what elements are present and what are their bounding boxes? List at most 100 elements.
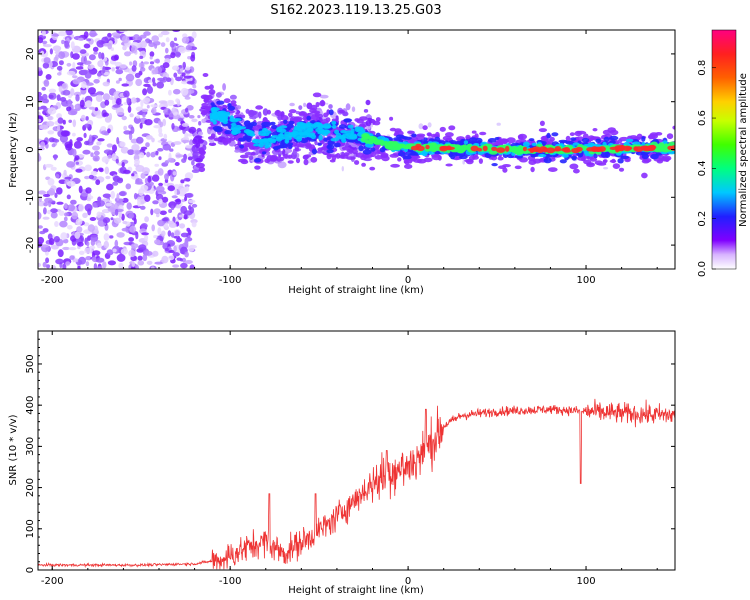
heatmap-cell bbox=[633, 146, 639, 152]
heatmap-cell bbox=[545, 147, 556, 154]
heatmap-cell bbox=[88, 106, 96, 110]
heatmap-cell bbox=[118, 30, 128, 33]
heatmap-cell bbox=[103, 233, 110, 241]
heatmap-cell bbox=[145, 142, 150, 148]
heatmap-cell bbox=[57, 249, 64, 258]
heatmap-cell bbox=[48, 238, 55, 246]
heatmap-cell bbox=[264, 144, 269, 149]
heatmap-cell bbox=[223, 140, 229, 146]
heatmap-cell bbox=[73, 91, 82, 97]
heatmap-cell bbox=[57, 117, 64, 124]
heatmap-cell bbox=[186, 80, 195, 85]
heatmap-cell bbox=[478, 158, 483, 164]
heatmap-cell bbox=[66, 225, 73, 230]
heatmap-cell bbox=[59, 97, 67, 102]
heatmap-cell bbox=[283, 119, 288, 125]
y-tick-label: 0 bbox=[25, 146, 36, 152]
heatmap-cell bbox=[105, 202, 112, 207]
heatmap-cell bbox=[38, 111, 41, 117]
heatmap-cell bbox=[184, 184, 190, 188]
heatmap-cell bbox=[452, 151, 458, 157]
heatmap-cell bbox=[135, 78, 143, 87]
heatmap-cell bbox=[497, 156, 504, 161]
heatmap-cell bbox=[131, 45, 138, 54]
heatmap-cell bbox=[53, 236, 60, 243]
heatmap-cell bbox=[88, 174, 94, 180]
heatmap-cell bbox=[54, 221, 59, 227]
heatmap-cell bbox=[216, 100, 225, 105]
heatmap-cell bbox=[246, 130, 255, 136]
heatmap-cell bbox=[38, 37, 44, 44]
heatmap-cell bbox=[255, 105, 263, 110]
heatmap-cell bbox=[47, 209, 52, 215]
heatmap-cell bbox=[166, 101, 175, 106]
heatmap-cell bbox=[138, 62, 145, 69]
heatmap-cell bbox=[335, 132, 342, 138]
heatmap-cell bbox=[365, 119, 372, 127]
heatmap-cell bbox=[56, 124, 61, 132]
heatmap-cell bbox=[595, 138, 602, 143]
heatmap-cell bbox=[169, 40, 175, 48]
heatmap-cell bbox=[80, 114, 86, 121]
heatmap-cell bbox=[119, 141, 126, 147]
heatmap-cell bbox=[425, 144, 430, 150]
heatmap-cell bbox=[229, 94, 237, 100]
heatmap-cell bbox=[58, 210, 65, 216]
heatmap-cell bbox=[116, 98, 122, 105]
heatmap-cell bbox=[258, 111, 262, 119]
heatmap-cell bbox=[195, 162, 205, 168]
heatmap-cell bbox=[102, 65, 106, 74]
heatmap-cell bbox=[519, 157, 528, 163]
heatmap-cell bbox=[59, 134, 68, 143]
heatmap-cell bbox=[49, 48, 54, 55]
heatmap-cell bbox=[183, 75, 192, 79]
heatmap-cell bbox=[319, 94, 329, 99]
heatmap-cell bbox=[365, 99, 371, 106]
y-tick-label: 100 bbox=[25, 519, 36, 538]
heatmap-cell bbox=[63, 169, 67, 176]
heatmap-cell bbox=[48, 94, 54, 99]
colorbar-ticks: 0.0 0.2 0.4 0.6 0.8 bbox=[697, 60, 716, 277]
heatmap-cell bbox=[72, 119, 77, 128]
heatmap-cell bbox=[154, 239, 161, 245]
heatmap-cell bbox=[137, 111, 145, 116]
heatmap-cell bbox=[636, 133, 643, 140]
heatmap-cell bbox=[350, 128, 355, 135]
heatmap-cell bbox=[130, 97, 137, 104]
heatmap-cell bbox=[169, 148, 174, 152]
heatmap-cell bbox=[140, 172, 146, 179]
heatmap-cell bbox=[582, 133, 589, 140]
heatmap-cell bbox=[160, 30, 170, 36]
heatmap-cell bbox=[96, 211, 102, 218]
heatmap-cell bbox=[195, 135, 203, 139]
heatmap-cell bbox=[95, 114, 104, 119]
heatmap-cell bbox=[158, 126, 163, 135]
x-tick-label: 0 bbox=[405, 576, 411, 587]
heatmap-cell bbox=[127, 105, 132, 113]
heatmap-cell bbox=[173, 141, 182, 145]
heatmap-cell bbox=[191, 31, 197, 39]
y-tick-label: 300 bbox=[25, 437, 36, 456]
heatmap-cell bbox=[429, 142, 438, 148]
heatmap-cell bbox=[154, 43, 158, 49]
heatmap-cell bbox=[168, 89, 172, 96]
heatmap-cell bbox=[84, 123, 90, 128]
heatmap-cell bbox=[50, 244, 59, 250]
heatmap-cell bbox=[359, 116, 368, 121]
heatmap-cell bbox=[204, 96, 210, 102]
heatmap-cell bbox=[125, 73, 135, 82]
heatmap-cell bbox=[261, 124, 266, 129]
heatmap-cell bbox=[58, 85, 63, 93]
heatmap-cell bbox=[62, 238, 69, 244]
heatmap-cell bbox=[134, 181, 144, 185]
heatmap-cell bbox=[201, 118, 207, 124]
heatmap-cell bbox=[367, 139, 374, 145]
heatmap-cell bbox=[569, 163, 579, 170]
heatmap-cell bbox=[115, 69, 124, 75]
heatmap-cell bbox=[184, 260, 193, 264]
heatmap-cell bbox=[200, 111, 208, 116]
heatmap-cell bbox=[192, 138, 198, 145]
heatmap-cell bbox=[84, 203, 93, 212]
heatmap-cell bbox=[82, 212, 88, 218]
